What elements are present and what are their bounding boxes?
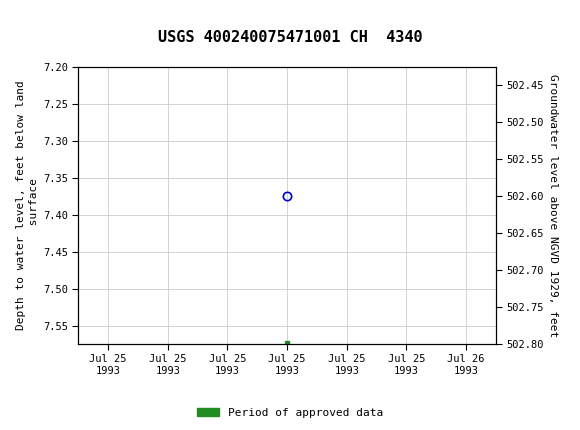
Legend: Period of approved data: Period of approved data bbox=[193, 403, 387, 422]
Text: USGS 400240075471001 CH  4340: USGS 400240075471001 CH 4340 bbox=[158, 30, 422, 45]
Y-axis label: Groundwater level above NGVD 1929, feet: Groundwater level above NGVD 1929, feet bbox=[548, 74, 558, 337]
Y-axis label: Depth to water level, feet below land
 surface: Depth to water level, feet below land su… bbox=[16, 80, 39, 330]
Text: ≋USGS: ≋USGS bbox=[9, 11, 63, 29]
